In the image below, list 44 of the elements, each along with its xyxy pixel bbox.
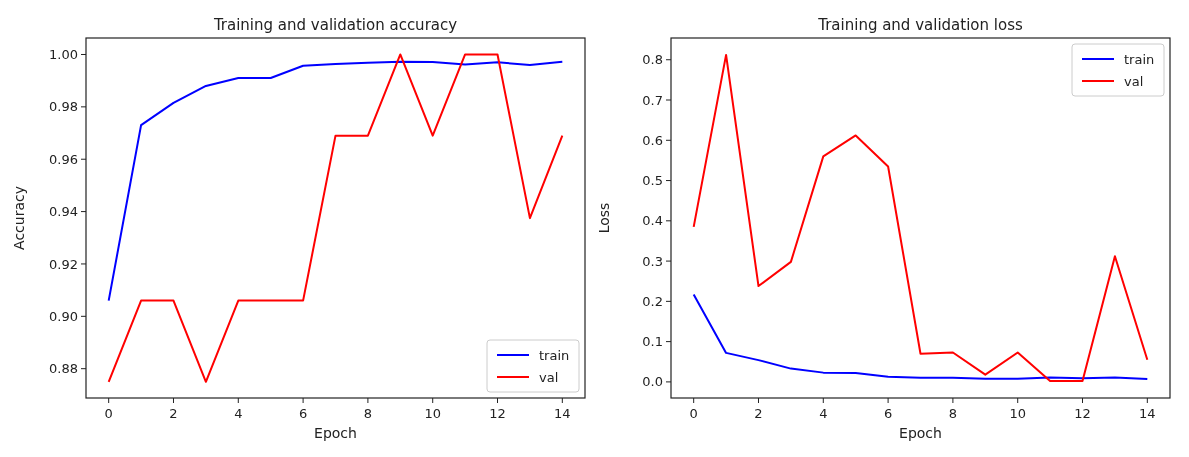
y-tick-label: 0.1 [642,334,663,350]
x-axis-title: Epoch [899,425,942,441]
y-tick-label: 0.4 [642,213,663,229]
y-tick-label: 0.92 [49,256,78,272]
y-tick-label: 0.94 [49,204,78,220]
y-tick-label: 0.2 [642,293,663,309]
y-tick-label: 1.00 [49,47,78,63]
y-tick-label: 0.7 [642,92,663,108]
x-tick-label: 12 [1074,406,1091,421]
y-tick-label: 0.0 [642,374,663,390]
x-tick-label: 0 [689,406,698,421]
x-tick-label: 10 [1009,406,1026,421]
legend-label: train [1124,51,1155,67]
y-tick-label: 0.5 [642,173,663,189]
x-tick-label: 2 [169,406,178,421]
x-tick-label: 6 [298,406,308,421]
y-tick-label: 0.90 [49,308,78,324]
legend-label: val [539,369,559,385]
x-tick-label: 0 [104,406,113,421]
y-axis-title: Loss [596,202,612,234]
line-series [107,60,564,302]
y-tick-label: 0.96 [49,151,78,167]
legend-label: train [539,347,570,363]
x-tick-label: 12 [489,406,506,421]
x-tick-label: 8 [948,406,958,421]
line-series [692,293,1149,381]
y-tick-label: 0.88 [49,361,78,377]
x-tick-label: 10 [424,406,441,421]
chart-title: Training and validation loss [817,16,1023,34]
legend-label: val [1124,73,1144,89]
y-axis-title: Accuracy [11,186,27,250]
x-tick-label: 6 [883,406,893,421]
y-tick-label: 0.6 [642,132,663,148]
y-tick-label: 0.3 [642,253,663,269]
x-tick-label: 14 [554,406,571,421]
chart-title: Training and validation accuracy [212,16,458,34]
x-tick-label: 14 [1139,406,1156,421]
x-tick-label: 4 [819,406,828,421]
x-tick-label: 8 [363,406,373,421]
x-tick-label: 2 [754,406,763,421]
y-tick-label: 0.98 [49,99,78,115]
y-tick-label: 0.8 [642,52,663,68]
x-axis-title: Epoch [314,425,357,441]
x-tick-label: 4 [234,406,243,421]
